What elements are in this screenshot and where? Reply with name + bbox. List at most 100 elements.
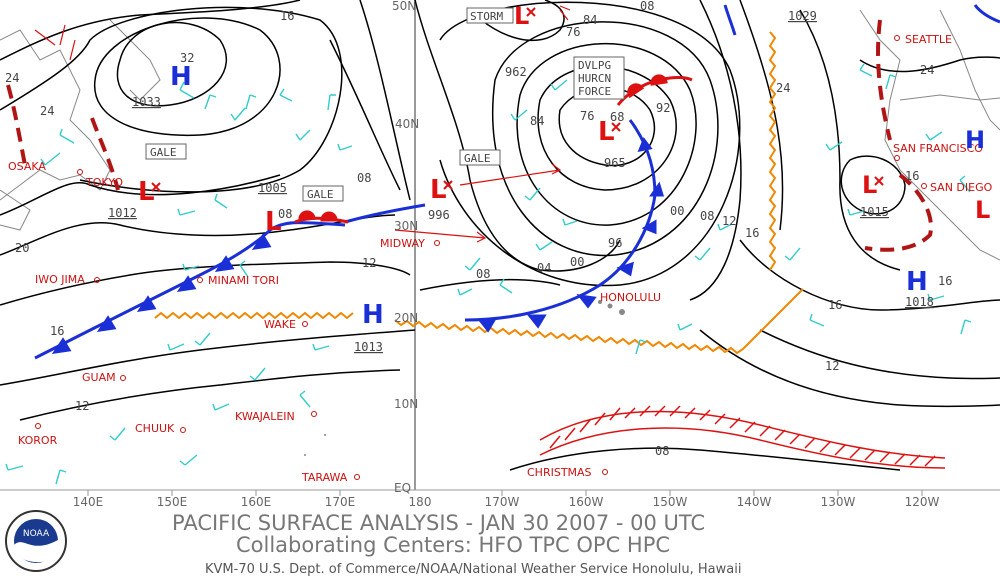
isobar-label: 84 xyxy=(530,114,544,128)
coastlines xyxy=(0,9,1000,261)
troughs xyxy=(6,19,933,252)
lat-label: 20N xyxy=(394,311,418,325)
high-symbol: H xyxy=(170,62,192,92)
isobar-labels: 16 24 24 20 16 12 08 12 08 00 04 08 84 7… xyxy=(5,0,952,458)
lat-label: 40N xyxy=(395,117,419,131)
center-sub-value: 32 xyxy=(180,51,194,65)
city-label: TOKYO xyxy=(85,176,123,189)
latitude-labels: 50N 40N 30N 20N 10N EQ xyxy=(392,0,419,495)
city-label: KWAJALEIN xyxy=(235,410,295,423)
high-symbol: H xyxy=(362,300,384,330)
warning-labels: GALE GALE GALE STORM DVLPG HURCN FORCE xyxy=(145,7,625,202)
isobar-label: 16 xyxy=(50,324,64,338)
city-marker: TOKYO xyxy=(77,169,123,189)
high-symbol-edge: H xyxy=(965,126,985,154)
isobar-label: 92 xyxy=(656,101,670,115)
hurricane-force-warning: DVLPG HURCN FORCE xyxy=(573,56,625,100)
storm-label: STORM xyxy=(470,10,503,23)
city-marker: IWO JIMA xyxy=(35,273,100,286)
city-marker: SEATTLE xyxy=(894,33,952,46)
center-pressure: 962 xyxy=(505,65,527,79)
lon-label: 140W xyxy=(737,495,772,509)
center-sub-value: 68 xyxy=(610,110,624,124)
lon-label: 130W xyxy=(821,495,856,509)
isobar-label: 16 xyxy=(828,298,842,312)
pressure-centers: H 32 1033 L 1012 L 1005 H 1013 L 996 L xyxy=(108,2,990,354)
low-pressure-center: L 68 965 xyxy=(598,110,626,170)
isobar-label: 76 xyxy=(566,25,580,39)
high-pressure-center: H 32 1033 xyxy=(132,51,194,109)
isobar-label: 16 xyxy=(280,9,294,23)
isobar-label: 04 xyxy=(537,261,551,275)
city-label: TARAWA xyxy=(301,471,348,484)
warm-fronts xyxy=(294,74,693,224)
convergence-band xyxy=(539,405,946,469)
city-label: IWO JIMA xyxy=(35,273,85,286)
isobar-label: 16 xyxy=(938,274,952,288)
city-label: MIDWAY xyxy=(380,237,425,250)
city-marker: HONOLULU xyxy=(600,291,661,304)
isobar-label: 16 xyxy=(745,226,759,240)
gale-warning: GALE xyxy=(302,185,344,202)
center-pressure: 1012 xyxy=(108,206,137,220)
isobar-label: 24 xyxy=(40,104,54,118)
low-pressure-center: L 996 xyxy=(428,175,453,222)
city-label: HONOLULU xyxy=(600,291,661,304)
city-marker: GUAM xyxy=(82,371,126,384)
low-symbol: L xyxy=(862,171,877,199)
gale-warning: GALE xyxy=(459,149,501,166)
low-symbol: L xyxy=(430,175,447,205)
low-pressure-center: L 1005 xyxy=(258,181,287,237)
isobar-label: 12 xyxy=(825,359,839,373)
isobar-label: 08 xyxy=(640,0,654,13)
lon-label: 140E xyxy=(73,495,104,509)
city-marker: MIDWAY xyxy=(380,237,440,250)
isobar-label: 24 xyxy=(920,63,934,77)
low-symbol-edge: L xyxy=(975,196,990,224)
high-pressure-center: H 1013 xyxy=(354,300,384,354)
city-marker: KWAJALEIN xyxy=(235,410,317,423)
lon-label: 180 xyxy=(409,495,432,509)
city-marker: MINAMI TORI xyxy=(197,274,279,287)
isobar-label: 76 xyxy=(580,109,594,123)
wind-barbs xyxy=(5,63,972,485)
center-pressure: 1018 xyxy=(905,295,934,309)
cities: OSAKA TOKYO IWO JIMA MINAMI TORI WAKE GU… xyxy=(8,33,993,484)
city-label: SEATTLE xyxy=(905,33,952,46)
city-marker: WAKE xyxy=(264,318,308,331)
isobar-label: 08 xyxy=(278,207,292,221)
city-marker: OSAKA xyxy=(8,160,46,173)
longitude-labels: 140E 150E 160E 170E 180 170W 160W 150W 1… xyxy=(73,495,940,509)
low-symbol: L xyxy=(598,117,615,147)
isobar-label: 08 xyxy=(357,171,371,185)
city-label: GUAM xyxy=(82,371,116,384)
isobar-label: 96 xyxy=(608,236,622,250)
center-pressure: 1005 xyxy=(258,181,287,195)
chart-title: PACIFIC SURFACE ANALYSIS - JAN 30 2007 -… xyxy=(172,511,705,535)
gale-label: GALE xyxy=(150,146,177,159)
city-label: WAKE xyxy=(264,318,296,331)
lon-label: 160E xyxy=(241,495,272,509)
low-symbol: L xyxy=(138,177,155,207)
isobars xyxy=(0,0,1000,471)
city-label: SAN FRANCISCO xyxy=(893,142,983,155)
city-marker: SAN FRANCISCO xyxy=(893,142,983,161)
storm-warning: STORM xyxy=(466,7,514,24)
lat-label: EQ xyxy=(394,481,411,495)
low-symbol: L xyxy=(514,2,529,30)
low-pressure-center: L 962 xyxy=(505,2,536,79)
lat-label: 30N xyxy=(394,219,418,233)
center-pressure: 996 xyxy=(428,208,450,222)
noaa-logo: NOAA xyxy=(5,510,67,572)
isobar-label: 08 xyxy=(700,209,714,223)
city-marker: TARAWA xyxy=(301,471,360,484)
city-label: CHRISTMAS xyxy=(527,466,592,479)
lon-label: 170W xyxy=(485,495,520,509)
force-label: FORCE xyxy=(578,85,611,98)
lon-label: 120W xyxy=(905,495,940,509)
isobar-label: 12 xyxy=(75,399,89,413)
low-symbol: L xyxy=(265,207,282,237)
city-label: MINAMI TORI xyxy=(208,274,279,287)
isobar-label: 20 xyxy=(15,241,29,255)
